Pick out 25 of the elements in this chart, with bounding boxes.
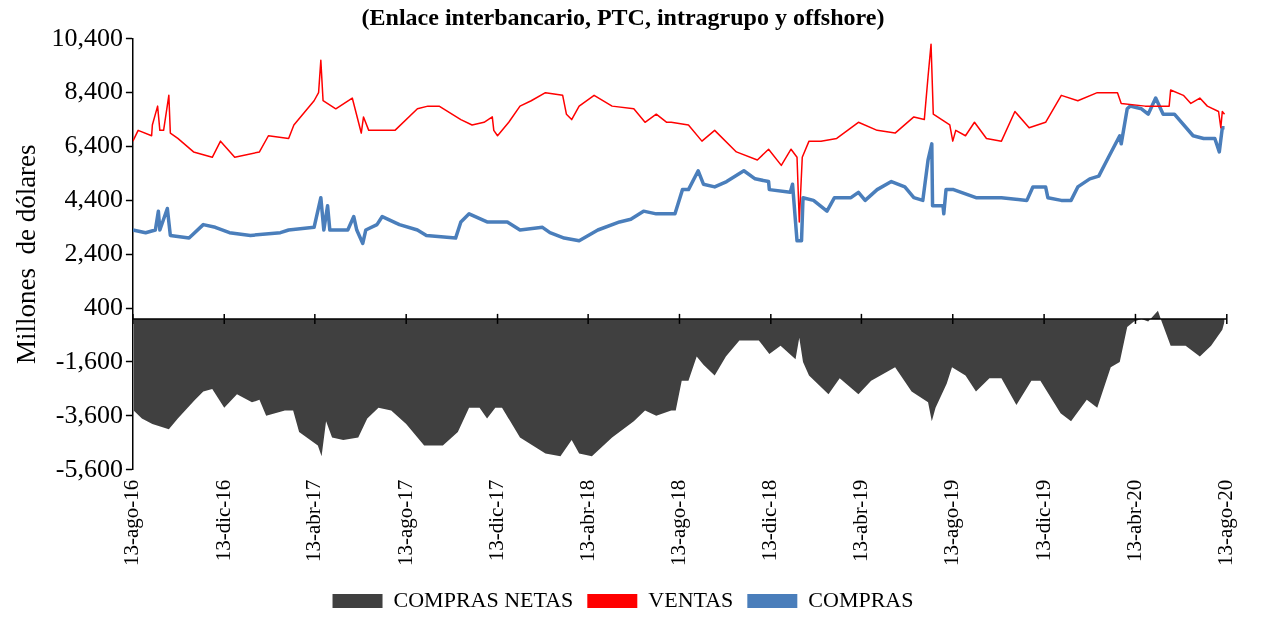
y-tick-label: 8,400 <box>64 76 123 106</box>
y-tick-label: -1,600 <box>55 345 123 375</box>
x-tick-label: 13-ago-19 <box>939 479 964 567</box>
x-tick-label: 13-dic-19 <box>1030 479 1055 562</box>
y-axis-title: Millones de dólares <box>11 144 42 365</box>
y-tick-label: 10,400 <box>51 22 123 52</box>
x-tick-label: 13-abr-20 <box>1121 479 1146 563</box>
legend-label: COMPRAS NETAS <box>393 586 574 612</box>
x-tick-label: 13-abr-19 <box>847 479 872 563</box>
legend-label: COMPRAS <box>808 586 914 612</box>
y-tick-label: 2,400 <box>64 238 123 268</box>
x-tick-label: 13-dic-17 <box>484 479 509 562</box>
chart-title: (Enlace interbancario, PTC, intragrupo y offshore) <box>361 3 885 30</box>
y-tick-label: 400 <box>83 291 123 321</box>
y-tick-label: 4,400 <box>64 184 123 214</box>
x-tick-label: 13-abr-18 <box>574 479 599 563</box>
y-tick-label: -3,600 <box>55 399 123 429</box>
x-tick-label: 13-dic-16 <box>210 479 235 562</box>
x-tick-label: 13-abr-17 <box>301 479 326 563</box>
x-tick-label: 13-ago-18 <box>665 479 690 567</box>
x-tick-label: 13-ago-20 <box>1213 479 1238 567</box>
x-tick-label: 13-dic-18 <box>757 479 782 562</box>
legend-label: VENTAS <box>648 586 734 612</box>
x-tick-label: 13-ago-17 <box>392 479 417 567</box>
y-tick-label: 6,400 <box>64 130 123 160</box>
